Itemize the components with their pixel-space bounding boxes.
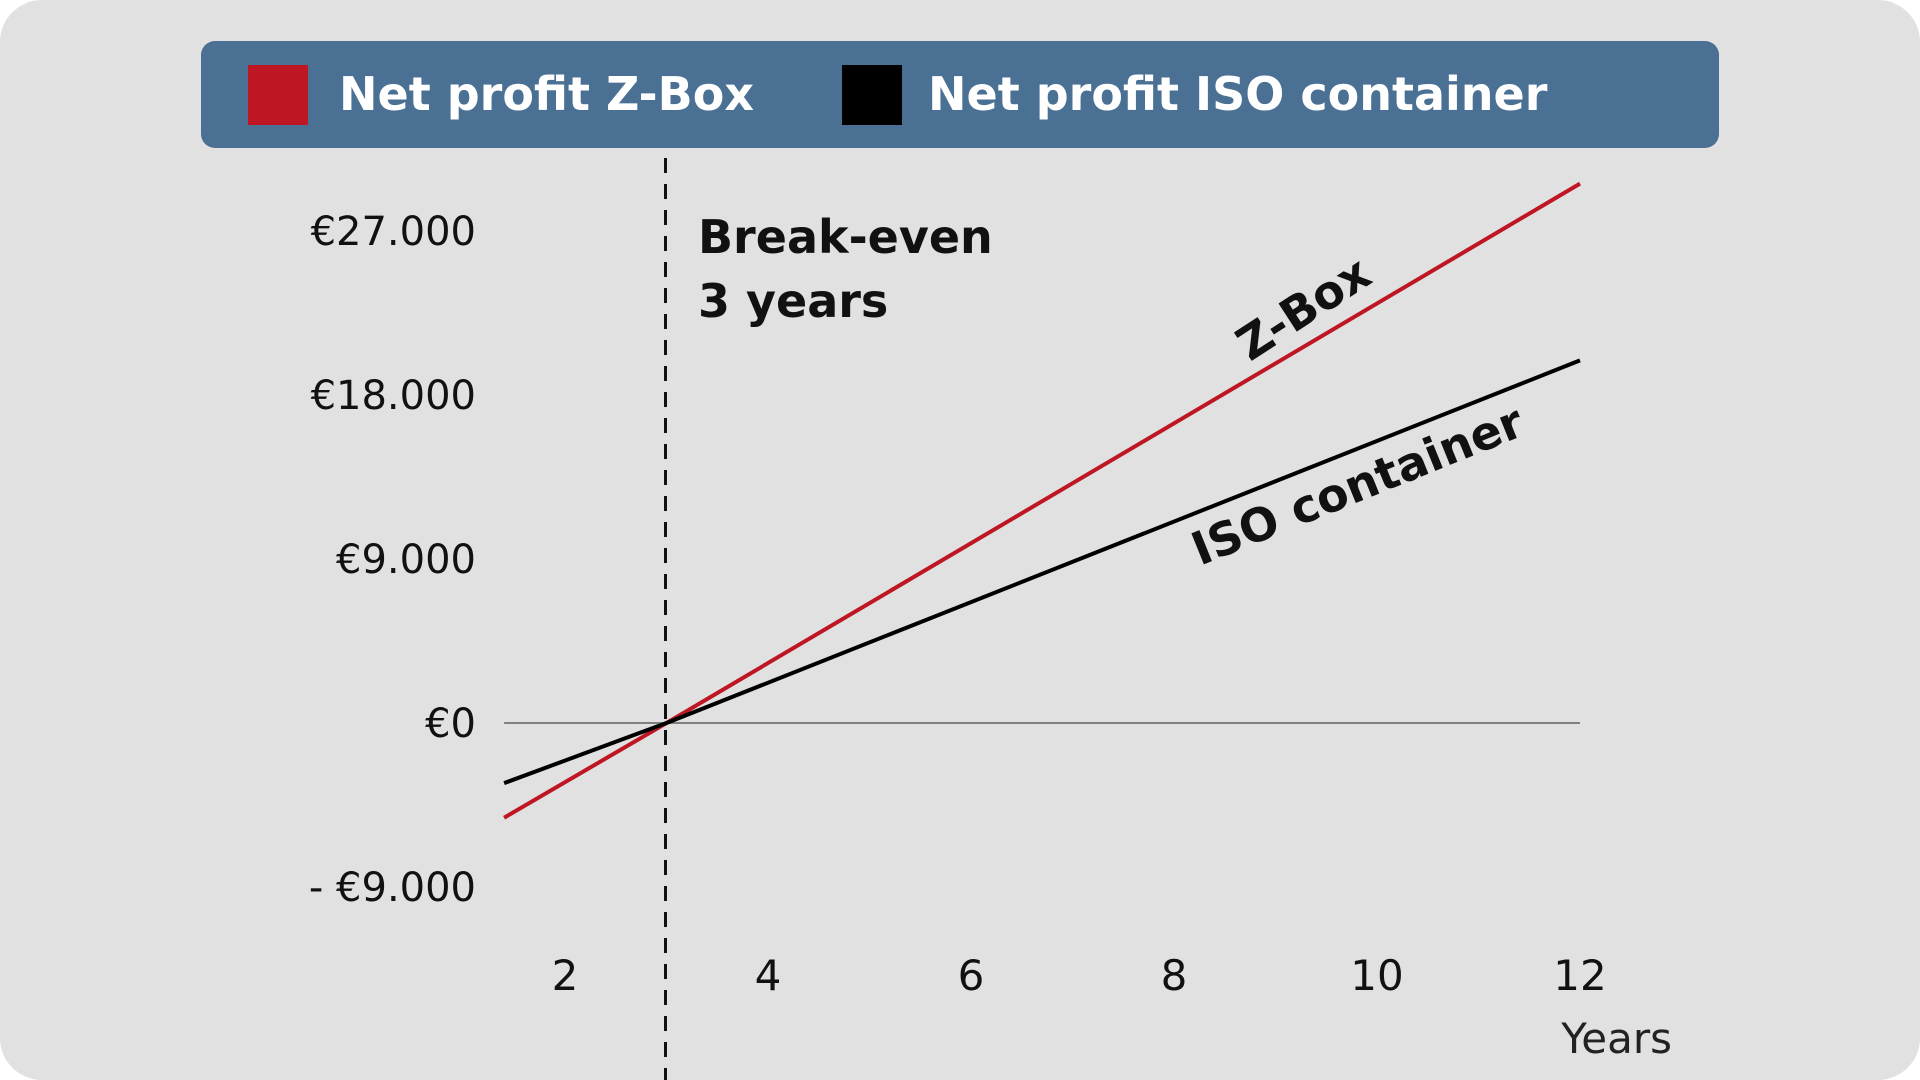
x-tick-label: 6 bbox=[958, 951, 985, 1000]
x-tick-label: 10 bbox=[1350, 951, 1403, 1000]
y-tick-label: - €9.000 bbox=[309, 865, 476, 911]
x-tick-label: 2 bbox=[552, 951, 579, 1000]
legend-swatch-z-box bbox=[248, 65, 308, 125]
y-tick-label: €0 bbox=[425, 701, 476, 747]
break-even-group: Break-even 3 years bbox=[664, 158, 993, 1080]
break-even-label: 3 years bbox=[698, 274, 888, 328]
x-tick-label: 12 bbox=[1553, 951, 1606, 1000]
x-tick-label: 4 bbox=[755, 951, 782, 1000]
x-tick-label: 8 bbox=[1161, 951, 1188, 1000]
legend-label-iso-container: Net profit ISO container bbox=[928, 67, 1548, 121]
legend-swatch-iso-container bbox=[842, 65, 902, 125]
z-box-line-label: Z-Box bbox=[1227, 245, 1381, 371]
y-tick-label: €18.000 bbox=[311, 373, 476, 419]
x-axis: 2 4 6 8 10 12 Years bbox=[552, 951, 1672, 1063]
iso-container-line-label: ISO container bbox=[1184, 394, 1531, 576]
series-group bbox=[503, 181, 1582, 820]
x-axis-title: Years bbox=[1560, 1014, 1672, 1063]
legend-label-z-box: Net profit Z-Box bbox=[339, 67, 754, 121]
series-labels: Z-Box ISO container bbox=[1184, 245, 1531, 576]
y-tick-label: €9.000 bbox=[336, 537, 476, 583]
y-axis: €27.000 €18.000 €9.000 €0 - €9.000 bbox=[309, 209, 476, 911]
break-even-label: Break-even bbox=[698, 210, 993, 264]
iso-container-line bbox=[503, 358, 1581, 786]
y-tick-label: €27.000 bbox=[311, 209, 476, 255]
legend: Net profit Z-Box Net profit ISO containe… bbox=[201, 41, 1719, 148]
